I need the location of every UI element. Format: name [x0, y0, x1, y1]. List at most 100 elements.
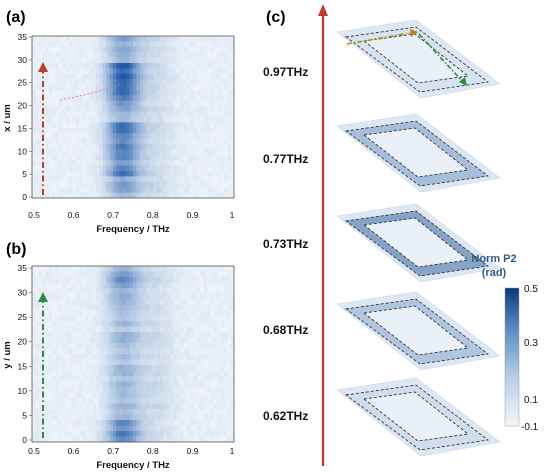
heatmap-cell	[153, 414, 157, 421]
heatmap-cell	[133, 95, 137, 102]
heatmap-cell	[48, 293, 53, 300]
heatmap-cell	[72, 127, 77, 134]
heatmap-cell	[180, 310, 184, 316]
heatmap-cell	[109, 100, 114, 107]
heatmap-cell	[55, 348, 60, 355]
heatmap-cell	[106, 68, 110, 75]
heatmap-cell	[159, 187, 164, 193]
heatmap-cell	[196, 376, 201, 382]
heatmap-cell	[220, 122, 225, 129]
heatmap-cell	[133, 282, 137, 289]
heatmap-cell	[163, 90, 168, 96]
heatmap-cell	[136, 299, 141, 305]
heatmap-cell	[186, 181, 191, 188]
heatmap-cell	[190, 57, 194, 64]
heatmap-cell	[159, 57, 164, 64]
heatmap-cell	[143, 127, 147, 134]
heatmap-cell	[223, 144, 228, 150]
heatmap-cell	[149, 138, 154, 145]
heatmap-cell	[133, 425, 137, 432]
heatmap-cell	[32, 149, 36, 156]
heatmap-cell	[217, 271, 221, 278]
heatmap-cell	[163, 144, 168, 150]
heatmap-cell	[109, 337, 114, 344]
heatmap-cell	[146, 90, 151, 96]
heatmap-cell	[186, 95, 191, 102]
heatmap-cell	[82, 299, 87, 305]
heatmap-cell	[230, 165, 235, 172]
heatmap-cell	[163, 337, 168, 344]
heatmap-cell	[176, 90, 181, 96]
heatmap-cell	[38, 370, 43, 377]
heatmap-cell	[82, 337, 87, 344]
heatmap-cell	[95, 293, 100, 300]
heatmap-cell	[139, 431, 144, 437]
heatmap-cell	[176, 387, 181, 393]
heatmap-cell	[180, 181, 184, 188]
heatmap-cell	[176, 420, 181, 426]
heatmap-cell	[122, 370, 127, 377]
heatmap-cell	[156, 381, 161, 388]
heatmap-cell	[139, 398, 144, 404]
heatmap-cell	[89, 310, 93, 316]
heatmap-cell	[180, 365, 184, 371]
heatmap-cell	[207, 420, 211, 426]
heatmap-cell	[48, 365, 53, 371]
heatmap-cell	[170, 348, 174, 355]
heatmap-cell	[112, 106, 117, 112]
heatmap-cell	[146, 181, 151, 188]
heatmap-cell	[196, 348, 201, 355]
heatmap-cell	[207, 348, 211, 355]
heatmap-cell	[112, 337, 117, 344]
heatmap-cell	[227, 68, 232, 75]
heatmap-cell	[102, 57, 107, 64]
heatmap-cell	[32, 359, 36, 366]
heatmap-cell	[149, 271, 154, 278]
heatmap-cell	[217, 304, 221, 311]
heatmap-cell	[109, 326, 114, 333]
heatmap-cell	[196, 111, 201, 118]
heatmap-cell	[159, 282, 164, 289]
heatmap-cell	[89, 133, 93, 139]
heatmap-cell	[196, 160, 201, 166]
heatmap-cell	[95, 36, 100, 42]
heatmap-cell	[72, 133, 77, 139]
heatmap-cell	[220, 277, 225, 283]
heatmap-cell	[217, 63, 221, 69]
heatmap-cell	[48, 100, 53, 107]
heatmap-cell	[109, 409, 114, 415]
heatmap-cell	[230, 420, 235, 426]
heatmap-cell	[85, 299, 90, 305]
heatmap-cell	[170, 425, 174, 432]
heatmap-cell	[220, 354, 225, 360]
heatmap-cell	[193, 387, 198, 393]
heatmap-cell	[143, 133, 147, 139]
heatmap-cell	[79, 277, 83, 283]
heatmap-cell	[79, 299, 83, 305]
heatmap-cell	[129, 160, 134, 166]
heatmap-cell	[159, 370, 164, 377]
heatmap-cell	[122, 95, 127, 102]
heatmap-cell	[92, 63, 97, 69]
heatmap-cell	[32, 348, 36, 355]
heatmap-cell	[92, 348, 97, 355]
heatmap-cell	[126, 332, 131, 338]
heatmap-cell	[45, 165, 50, 172]
heatmap-cell	[196, 171, 201, 177]
heatmap-cell	[116, 288, 120, 294]
heatmap-cell	[38, 376, 43, 382]
heatmap-cell	[85, 68, 90, 75]
heatmap-cell	[213, 84, 218, 91]
heatmap-cell	[58, 436, 63, 443]
heatmap-cell	[48, 84, 53, 91]
heatmap-cell	[119, 288, 124, 294]
heatmap-cell	[159, 403, 164, 410]
heatmap-cell	[223, 90, 228, 96]
heatmap-cell	[35, 266, 40, 272]
heatmap-cell	[129, 165, 134, 172]
heatmap-cell	[180, 154, 184, 161]
heatmap-cell	[223, 57, 228, 64]
heatmap-cell	[163, 271, 168, 278]
heatmap-cell	[166, 84, 171, 91]
heatmap-cell	[143, 100, 147, 107]
